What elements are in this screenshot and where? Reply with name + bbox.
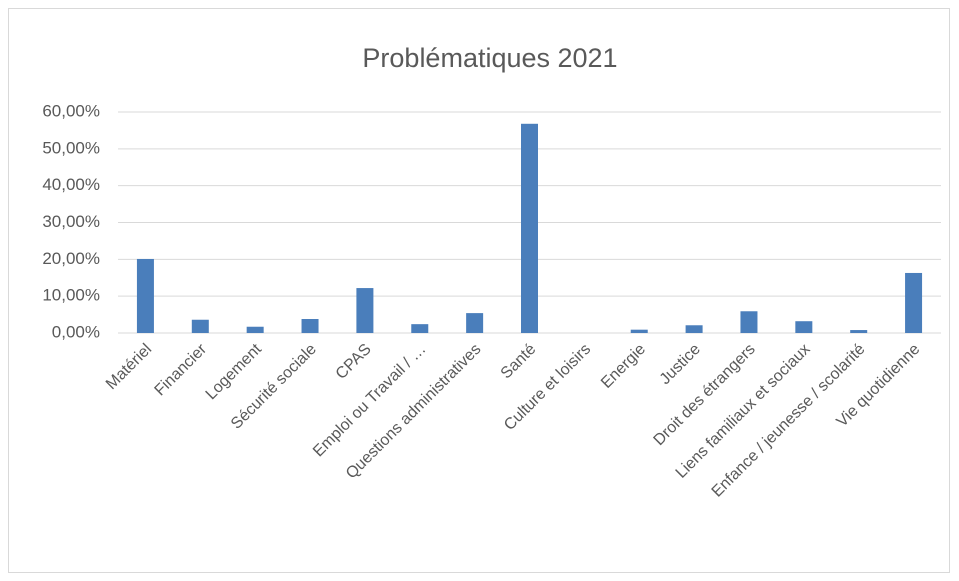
bar: [630, 329, 648, 333]
y-tick-label: 50,00%: [42, 138, 100, 157]
bar: [136, 258, 154, 333]
bar: [191, 319, 209, 333]
bar: [685, 325, 703, 333]
bar: [795, 321, 813, 333]
y-tick-label: 60,00%: [42, 101, 100, 120]
bar: [301, 319, 319, 333]
y-tick-label: 40,00%: [42, 175, 100, 194]
y-tick-label: 10,00%: [42, 286, 100, 305]
chart-title: Problématiques 2021: [362, 43, 617, 73]
bar: [246, 326, 264, 333]
bar: [411, 324, 429, 333]
y-tick-label: 30,00%: [42, 212, 100, 231]
y-tick-label: 0,00%: [52, 322, 100, 341]
y-tick-label: 20,00%: [42, 249, 100, 268]
bar: [356, 288, 374, 333]
chart-border: [8, 8, 950, 573]
bar: [466, 313, 484, 333]
bar: [850, 330, 868, 333]
bar: [521, 123, 538, 333]
bar: [740, 311, 758, 333]
bar: [905, 272, 923, 333]
